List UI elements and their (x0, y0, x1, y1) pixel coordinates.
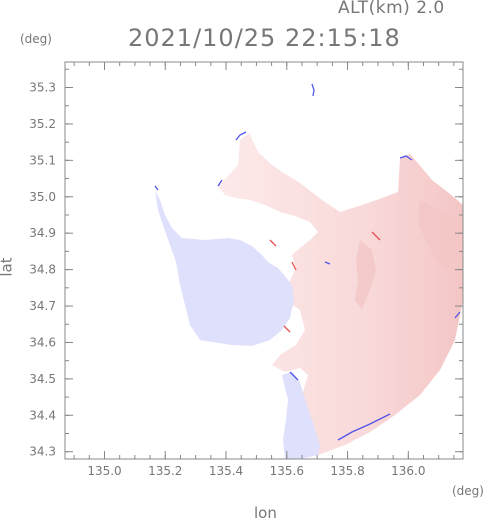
velocity-field (154, 83, 463, 459)
y-tick-label: 35.3 (29, 80, 56, 94)
x-tick-label: 135.8 (330, 464, 364, 478)
axis-ticks (65, 62, 463, 459)
timestamp-title: 2021/10/25 22:15:18 (128, 24, 401, 52)
y-axis-unit: (deg) (20, 32, 52, 46)
y-tick-label: 34.9 (29, 226, 56, 240)
altitude-label: ALT(km) 2.0 (338, 0, 445, 18)
x-axis-title: lon (254, 504, 277, 522)
y-tick-label: 35.0 (29, 190, 56, 204)
x-axis-unit: (deg) (452, 484, 484, 498)
x-tick-label: 135.6 (270, 464, 304, 478)
y-tick-label: 34.6 (29, 335, 56, 349)
axis-tick-labels: 135.0 135.2 135.4 135.6 135.8 136.0 35.3 35.2 35… (29, 80, 425, 478)
x-tick-label: 136.0 (391, 464, 425, 478)
strong-receding-band (355, 240, 376, 310)
receding-echo-region (218, 133, 463, 455)
x-tick-label: 135.0 (87, 464, 121, 478)
approaching-echo-region (155, 190, 294, 346)
y-tick-label: 34.3 (29, 445, 56, 459)
strong-receding-east (418, 200, 463, 270)
y-tick-label: 35.2 (29, 117, 56, 131)
plot-frame (64, 61, 464, 460)
y-tick-label: 34.5 (29, 372, 56, 386)
y-tick-label: 34.7 (29, 299, 56, 313)
y-tick-label: 35.1 (29, 153, 56, 167)
edge-noise (154, 83, 461, 441)
y-tick-label: 34.4 (29, 408, 56, 422)
approaching-echo-south (282, 372, 320, 459)
y-tick-label: 34.8 (29, 263, 56, 277)
x-tick-label: 135.4 (209, 464, 243, 478)
x-tick-label: 135.2 (148, 464, 182, 478)
